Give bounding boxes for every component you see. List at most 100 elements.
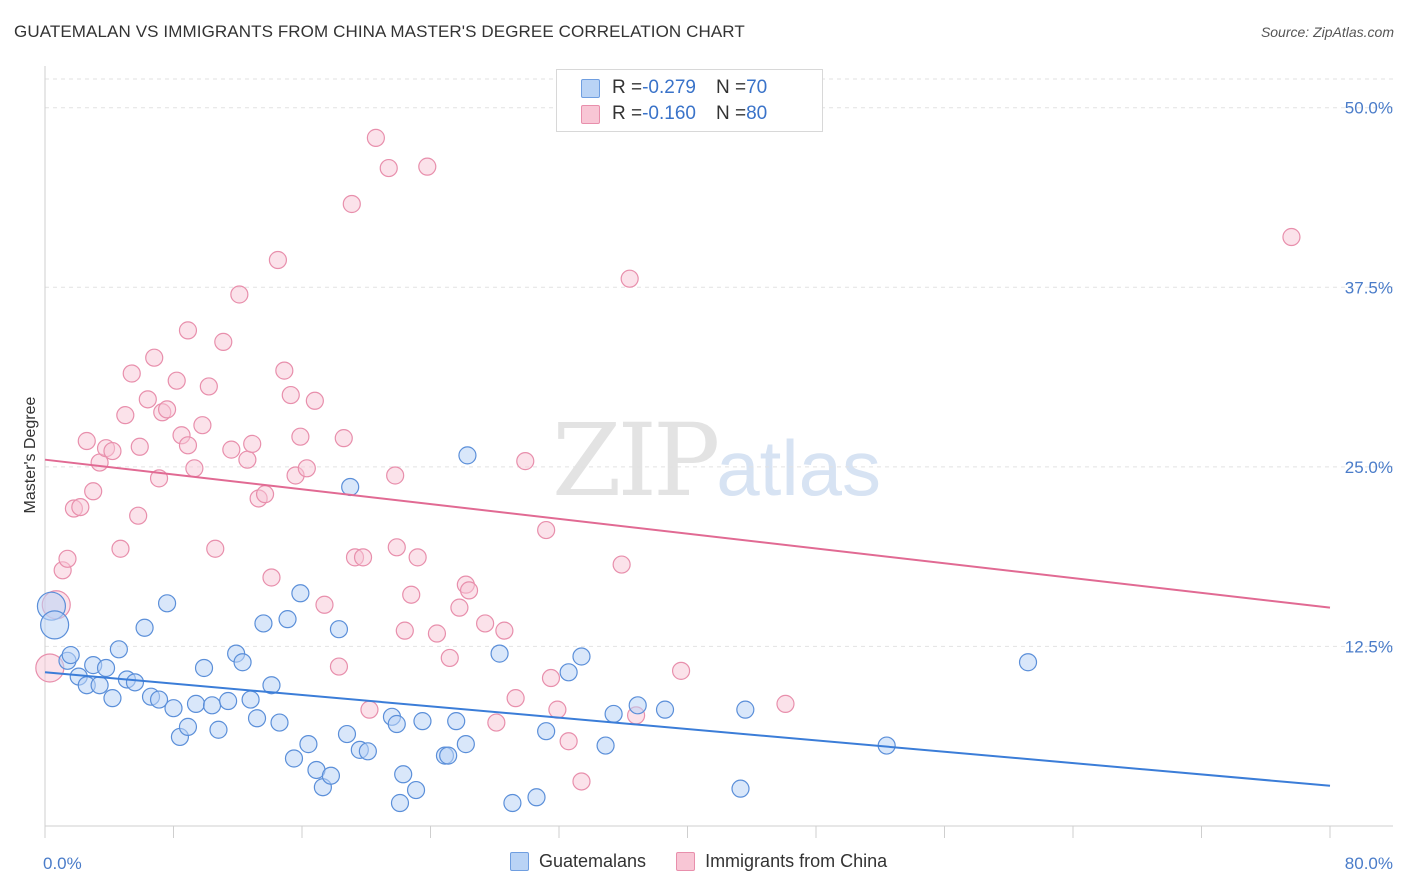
point-guatemalans [241,690,260,709]
tick-labels: 12.5% 25.0% 37.5% 50.0% 0.0% 80.0% [43,99,1393,873]
point-china [1282,227,1301,247]
y-axis-label: Master's Degree [22,396,39,514]
point-china [145,348,164,367]
point-china [487,713,506,732]
point-china [138,390,157,409]
point-china [427,624,447,643]
point-china [541,668,561,688]
point-china [268,250,288,270]
point-guatemalans [394,765,413,784]
point-guatemalans [490,644,509,663]
point-china [537,520,556,540]
point-china [387,538,406,557]
y-tick-label: 12.5% [1345,637,1393,656]
point-china [116,406,135,425]
point-china [71,497,90,517]
point-guatemalans [125,673,145,692]
point-guatemalans [90,676,109,695]
point-china [84,482,103,501]
series-label-china: Immigrants from China [705,851,888,871]
point-guatemalans [604,704,623,724]
point-china [58,549,77,568]
point-china [291,427,310,446]
point-china [353,548,373,567]
point-guatemalans [413,712,432,731]
legend-r-label: R = [612,77,643,98]
point-guatemalans [247,709,267,728]
point-china [103,441,122,461]
point-guatemalans [537,722,556,741]
point-china [440,648,459,668]
point-china [193,416,212,435]
point-china [185,459,204,478]
point-guatemalans [254,614,273,633]
point-china [129,506,148,525]
point-guatemalans [628,696,647,715]
point-china [315,595,334,614]
point-guatemalans [1018,653,1038,672]
point-china [262,568,281,587]
point-guatemalans [40,610,70,640]
trend-line-china [44,458,1331,609]
axes [44,66,1393,838]
point-china [620,269,639,288]
point-guatemalans [337,724,357,744]
legend-r-value: -0.160 [642,103,696,124]
point-guatemalans [447,712,466,731]
point-china [178,321,198,340]
point-guatemalans [321,766,341,785]
point-china [206,539,225,558]
x-tick-label: 0.0% [43,854,82,873]
legend-n-label: N = [715,103,747,124]
legend-swatch-guatemalans [581,78,600,98]
point-china [459,581,479,600]
point-china [230,285,249,304]
point-guatemalans [219,691,238,711]
series-legend: Guatemalans Immigrants from China [510,851,917,872]
point-china [342,194,361,214]
point-guatemalans [406,780,426,800]
correlation-legend: R = -0.279 N = 70 R = -0.160 N = 80 [556,69,823,132]
point-guatemalans [61,645,80,665]
point-guatemalans [439,746,458,765]
point-china [612,555,631,574]
point-guatemalans [262,676,281,695]
point-china [776,694,795,713]
x-tick-label: 80.0% [1345,854,1393,873]
point-china [305,391,324,410]
point-china [281,385,300,405]
point-china [572,772,591,791]
point-china [214,332,233,351]
point-china [297,459,316,478]
point-guatemalans [186,694,206,713]
point-china [178,436,198,455]
point-guatemalans [291,584,310,603]
series-swatch-guatemalans [510,852,529,871]
point-china [238,450,257,469]
point-guatemalans [390,793,410,813]
series-legend-guatemalans: Guatemalans [510,851,646,872]
legend-r-value: -0.279 [642,77,696,98]
point-guatemalans [284,749,304,768]
point-guatemalans [278,610,297,629]
point-china [450,598,469,617]
point-guatemalans [596,736,615,755]
point-guatemalans [731,779,750,798]
point-china [222,440,241,459]
point-china [395,621,414,640]
point-guatemalans [458,446,477,465]
series-label-guatemalans: Guatemalans [539,851,647,871]
point-guatemalans [164,699,183,718]
point-china [408,548,427,567]
point-guatemalans [527,788,546,807]
legend-n-label: N = [715,77,747,98]
point-guatemalans [299,735,318,754]
point-guatemalans [387,714,406,734]
point-guatemalans [178,717,198,736]
point-china [111,539,130,558]
point-guatemalans [456,735,475,754]
point-china [506,689,525,708]
chart-title: GUATEMALAN VS IMMIGRANTS FROM CHINA MAST… [14,22,745,41]
point-china [476,614,495,633]
legend-n-value: 70 [746,77,768,98]
